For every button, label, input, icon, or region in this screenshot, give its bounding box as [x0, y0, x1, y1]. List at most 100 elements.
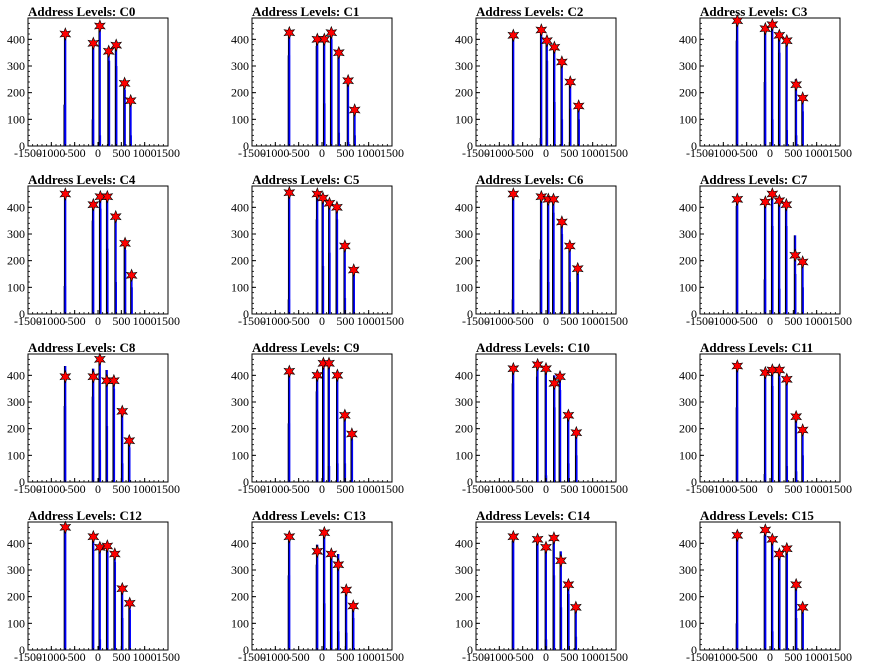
- histogram-bar: [128, 447, 131, 482]
- star-icon: [332, 45, 345, 60]
- chart-title: Address Levels: C15: [700, 508, 814, 523]
- histogram-bar: [764, 82, 767, 146]
- star-icon: [773, 28, 786, 43]
- star-icon: [283, 185, 296, 200]
- y-tick-label: 200: [231, 422, 249, 436]
- histogram-bar: [288, 299, 291, 314]
- histogram-bar: [552, 212, 555, 314]
- y-tick-label: 300: [455, 227, 473, 241]
- star-icon: [531, 357, 544, 372]
- histogram-bar: [512, 383, 515, 482]
- histogram-bar: [336, 375, 339, 482]
- plot-frame: [27, 353, 169, 483]
- chart-plot: 0 100 200 300 400 -1500-1000-500 0 500 1000 1500: [679, 185, 852, 328]
- histogram-bar: [347, 142, 350, 146]
- histogram-bar: [64, 406, 67, 482]
- chart-panel: Address Levels: C1 0 100 200 300 400 -1500 -100…: [224, 0, 448, 168]
- x-tick-label: -1500: [238, 482, 266, 496]
- x-tick-label: -500: [512, 314, 534, 328]
- star-icon: [311, 187, 324, 201]
- y-tick-label: 300: [679, 59, 697, 73]
- plot-frame: [699, 353, 841, 483]
- x-tick-label: -500: [288, 314, 310, 328]
- x-tick-label: -1500: [238, 314, 266, 328]
- star-icon: [535, 189, 548, 204]
- star-icon: [119, 236, 131, 251]
- y-tick-label: 0: [19, 139, 25, 153]
- chart-plot: 0 100 200 300 400 -1500-1000-500 0 500 1000 1500: [455, 17, 628, 160]
- star-icon: [507, 28, 520, 43]
- x-tick-label: 0: [543, 146, 549, 160]
- star-icon: [323, 356, 335, 371]
- y-tick-label: 0: [691, 643, 697, 657]
- y-tick-label: 0: [243, 307, 249, 321]
- histogram-bar: [316, 219, 319, 314]
- star-icon: [548, 531, 560, 545]
- y-tick-label: 200: [679, 254, 697, 268]
- histogram-bar: [92, 610, 95, 650]
- histogram-bar: [547, 282, 550, 314]
- x-tick-label: 1500: [604, 314, 628, 328]
- y-tick-label: 300: [679, 563, 697, 577]
- chart-title: Address Levels: C1: [252, 4, 360, 19]
- histogram-bar: [801, 287, 804, 314]
- histogram-bar: [771, 539, 774, 650]
- chart-plot: 0 100 200 300 400 -1500-1000-500 0 500 1000 1500: [231, 353, 404, 496]
- histogram-bar: [545, 368, 547, 482]
- y-tick-label: 0: [19, 307, 25, 321]
- star-icon: [555, 55, 568, 69]
- histogram-bar: [92, 396, 95, 482]
- x-tick-label: -1000: [37, 482, 65, 496]
- x-tick-label: -500: [64, 650, 86, 664]
- x-tick-label: -1000: [485, 650, 513, 664]
- x-tick-label: 0: [319, 650, 325, 664]
- star-icon: [731, 359, 744, 373]
- y-tick-label: 400: [679, 32, 697, 46]
- histogram-bar: [575, 455, 578, 482]
- x-tick-label: 500: [784, 146, 802, 160]
- chart-title: Address Levels: C12: [28, 508, 142, 523]
- histogram-bar: [736, 407, 739, 482]
- y-tick-label: 400: [679, 368, 697, 382]
- star-icon: [348, 103, 361, 117]
- histogram-bar: [553, 102, 556, 146]
- chart-plot: 0 100 200 300 400 -1500-1000-500 0 500 1000 1500: [455, 353, 628, 496]
- star-icon: [790, 409, 803, 424]
- histogram-bar: [347, 80, 350, 146]
- chart-plot: 0 100 200 300 400 -1500-1000-500 0 500 1000 1500: [7, 352, 180, 496]
- histogram-bar: [288, 55, 291, 146]
- y-tick-label: 400: [231, 200, 249, 214]
- histogram-bar: [323, 103, 326, 146]
- star-icon: [338, 239, 351, 253]
- histogram-bar: [343, 246, 346, 314]
- x-tick-label: 0: [95, 482, 101, 496]
- histogram-bar: [576, 274, 579, 314]
- x-tick-label: -1000: [709, 314, 737, 328]
- x-tick-label: 0: [95, 314, 101, 328]
- y-tick-label: 200: [7, 254, 25, 268]
- star-icon: [796, 600, 809, 615]
- star-icon: [789, 248, 802, 263]
- star-icon: [331, 368, 344, 383]
- star-icon: [564, 75, 577, 89]
- histogram-bar: [764, 535, 767, 650]
- histogram-bar: [771, 631, 774, 650]
- y-tick-label: 100: [7, 448, 25, 462]
- x-tick-label: -1000: [485, 146, 513, 160]
- star-icon: [790, 577, 803, 592]
- x-tick-label: -500: [288, 146, 310, 160]
- plot-frame: [27, 17, 169, 147]
- histogram-bar: [98, 26, 101, 146]
- y-tick-label: 300: [231, 59, 249, 73]
- histogram-bar: [569, 282, 572, 314]
- histogram-bar: [540, 259, 543, 314]
- y-tick-label: 100: [455, 616, 473, 630]
- histogram-bar: [321, 198, 324, 314]
- chart-panel: Address Levels: C2 0 100 200 300 400 -1500 -100…: [448, 0, 672, 168]
- star-icon: [563, 239, 576, 253]
- histogram-bar: [337, 554, 340, 650]
- chart-title: Address Levels: C9: [252, 340, 360, 355]
- y-tick-label: 0: [243, 643, 249, 657]
- histogram-bar: [567, 594, 570, 650]
- star-icon: [569, 600, 582, 615]
